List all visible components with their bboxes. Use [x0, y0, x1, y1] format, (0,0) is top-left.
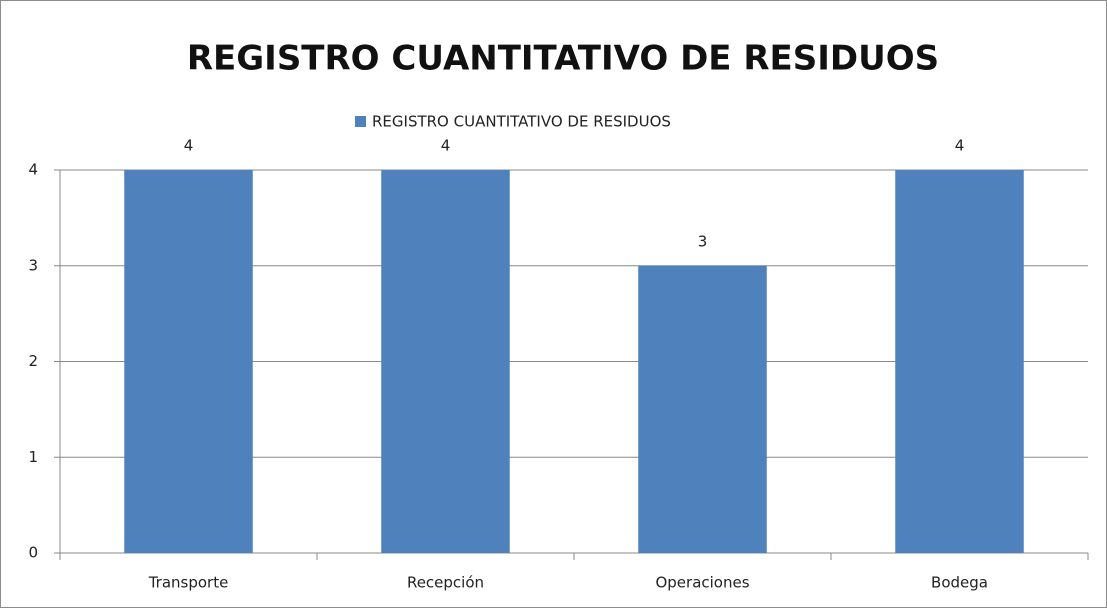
legend-swatch — [355, 116, 366, 127]
y-tick-label: 1 — [28, 448, 38, 466]
x-tick-label: Transporte — [148, 574, 229, 592]
y-tick-label: 0 — [28, 544, 38, 562]
y-tick-label: 2 — [28, 352, 38, 370]
y-tick-label: 4 — [28, 161, 38, 179]
chart-title: REGISTRO CUANTITATIVO DE RESIDUOS — [187, 39, 939, 79]
bar — [895, 170, 1024, 553]
bar — [381, 170, 510, 553]
x-tick-label: Operaciones — [655, 574, 749, 592]
data-label: 4 — [441, 137, 451, 155]
y-tick-label: 3 — [28, 256, 38, 274]
data-label: 4 — [955, 137, 965, 155]
x-tick-label: Recepción — [407, 574, 484, 592]
data-label: 3 — [698, 232, 708, 250]
data-label: 4 — [184, 137, 194, 155]
x-tick-label: Bodega — [931, 574, 988, 592]
legend-label: REGISTRO CUANTITATIVO DE RESIDUOS — [372, 113, 671, 131]
bar — [124, 170, 253, 553]
bar — [638, 265, 767, 553]
